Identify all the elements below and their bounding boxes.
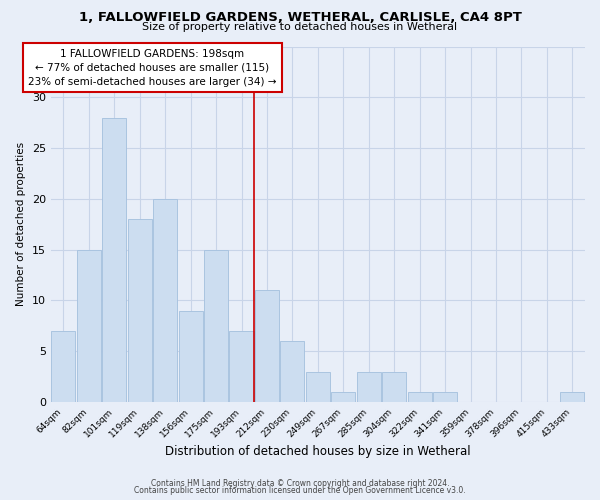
Bar xyxy=(560,392,584,402)
Bar xyxy=(204,250,228,402)
Bar xyxy=(280,341,304,402)
Bar xyxy=(128,219,152,402)
Bar xyxy=(331,392,355,402)
Bar xyxy=(306,372,330,402)
Bar xyxy=(52,331,76,402)
Text: Size of property relative to detached houses in Wetheral: Size of property relative to detached ho… xyxy=(142,22,458,32)
Bar xyxy=(356,372,381,402)
Bar xyxy=(102,118,127,402)
Bar xyxy=(179,310,203,402)
Bar xyxy=(382,372,406,402)
Y-axis label: Number of detached properties: Number of detached properties xyxy=(16,142,26,306)
Bar xyxy=(153,199,177,402)
Text: 1, FALLOWFIELD GARDENS, WETHERAL, CARLISLE, CA4 8PT: 1, FALLOWFIELD GARDENS, WETHERAL, CARLIS… xyxy=(79,11,521,24)
Bar xyxy=(407,392,432,402)
Text: Contains HM Land Registry data © Crown copyright and database right 2024.: Contains HM Land Registry data © Crown c… xyxy=(151,478,449,488)
Bar xyxy=(77,250,101,402)
Bar xyxy=(255,290,279,402)
Bar xyxy=(433,392,457,402)
Bar xyxy=(229,331,254,402)
Text: 1 FALLOWFIELD GARDENS: 198sqm
← 77% of detached houses are smaller (115)
23% of : 1 FALLOWFIELD GARDENS: 198sqm ← 77% of d… xyxy=(28,48,277,86)
Text: Contains public sector information licensed under the Open Government Licence v3: Contains public sector information licen… xyxy=(134,486,466,495)
X-axis label: Distribution of detached houses by size in Wetheral: Distribution of detached houses by size … xyxy=(165,444,470,458)
